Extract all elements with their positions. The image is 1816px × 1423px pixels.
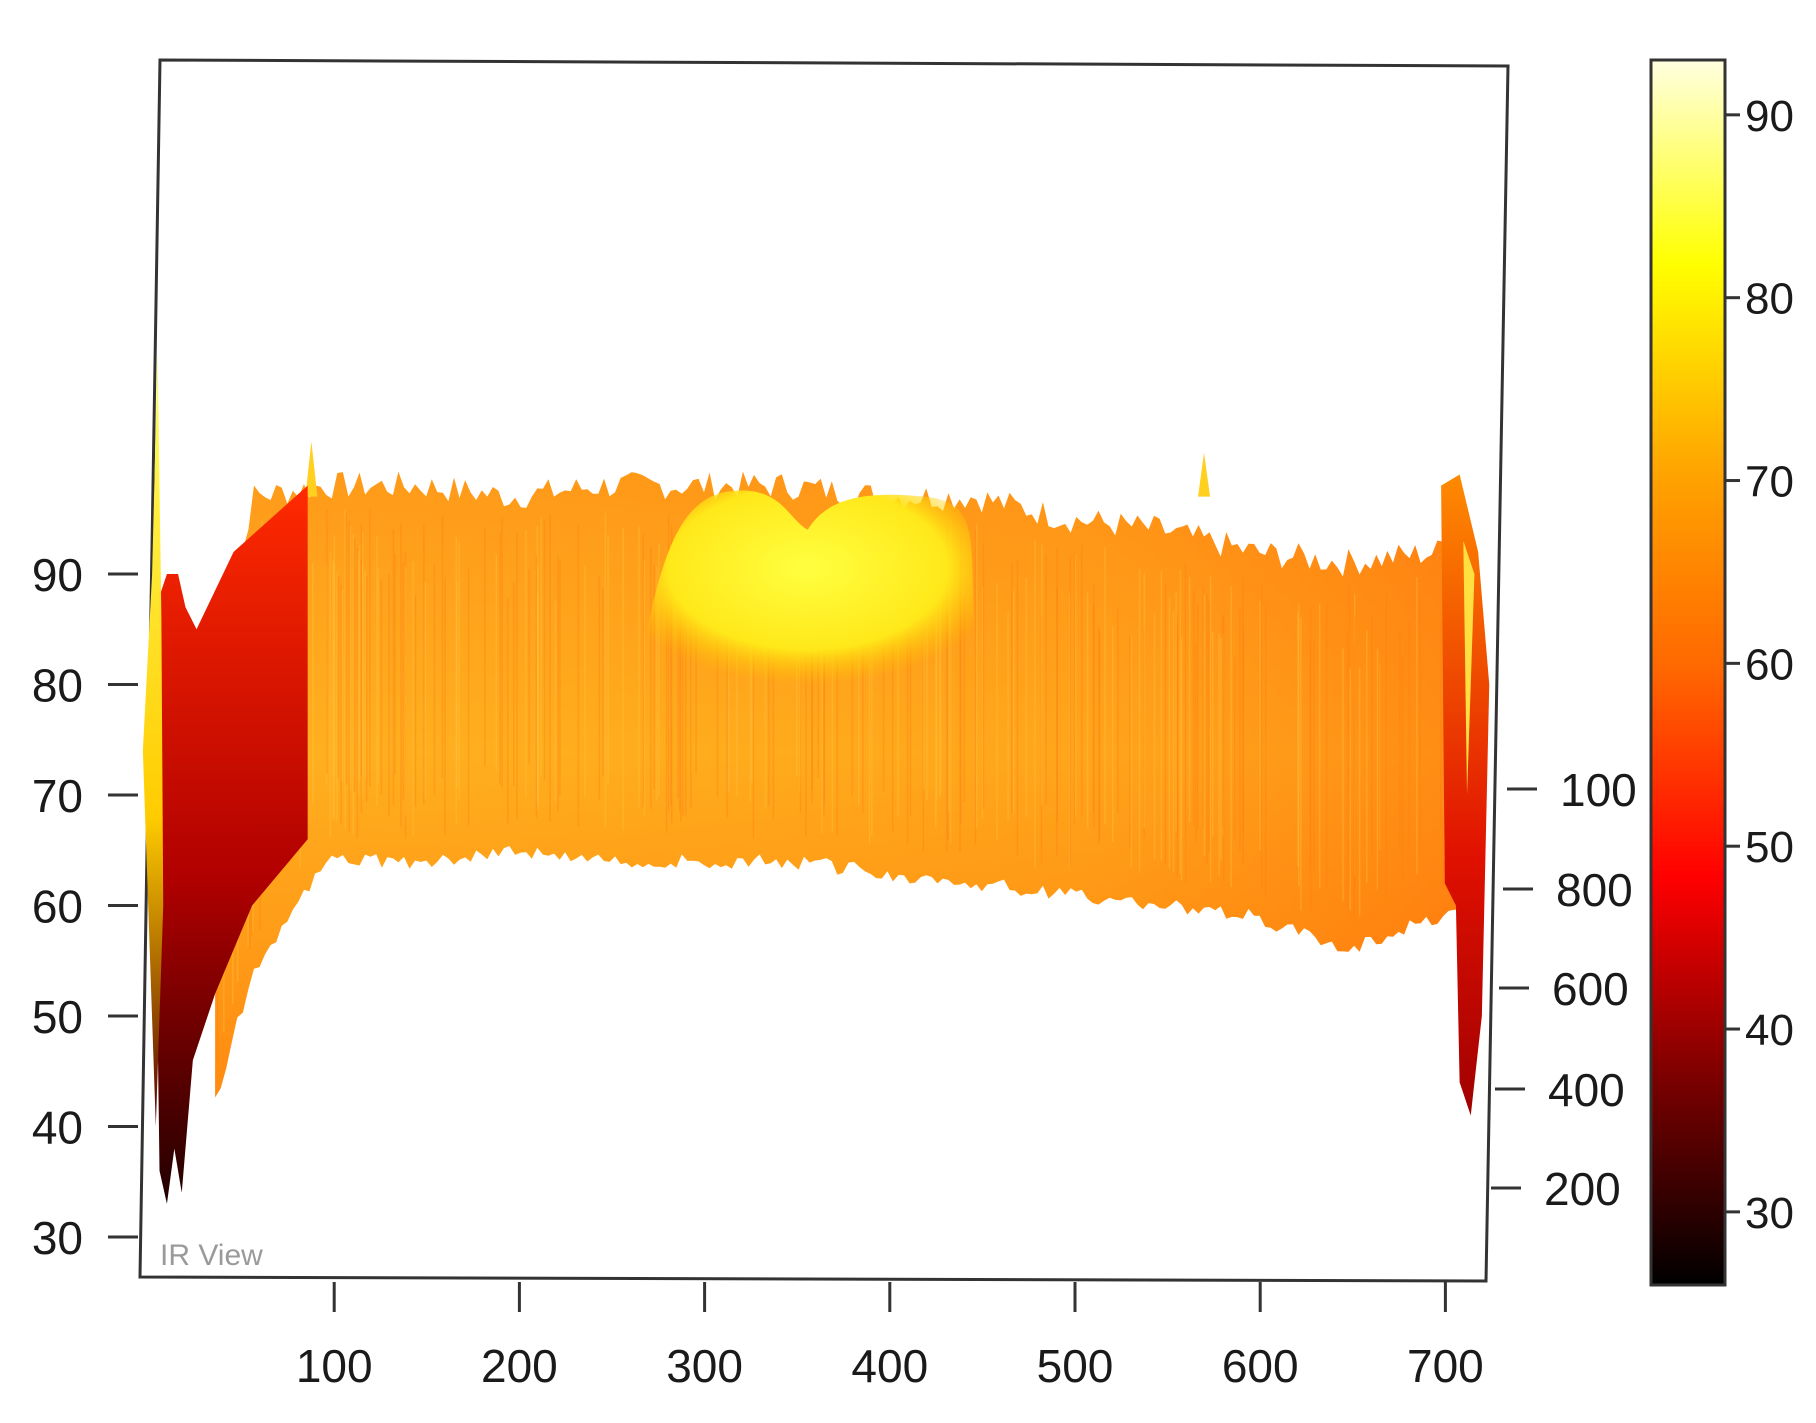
x-tick-label: 600 <box>1222 1340 1299 1392</box>
depth-tick-label: 800 <box>1556 864 1633 916</box>
x-axis-bottom: 100 200 300 400 500 600 700 <box>296 1282 1484 1392</box>
depth-tick-label: 200 <box>1544 1163 1621 1215</box>
x-tick-label: 400 <box>851 1340 928 1392</box>
colorbar-tick-label: 30 <box>1745 1189 1794 1238</box>
colorbar-scale <box>1649 58 1727 1287</box>
z-tick-label: 50 <box>32 991 83 1043</box>
z-tick-label: 30 <box>32 1212 83 1264</box>
colorbar-tick-label: 70 <box>1745 458 1794 507</box>
surface-shade <box>215 471 1460 1098</box>
x-tick-label: 100 <box>296 1340 373 1392</box>
depth-tick-label: 100 <box>1560 764 1637 816</box>
depth-tick-label: 400 <box>1548 1064 1625 1116</box>
colorbar-tick-label: 60 <box>1745 640 1794 689</box>
colorbar-tick-label: 50 <box>1745 823 1794 872</box>
surface-right-highlight <box>1463 540 1475 795</box>
colorbar-ticks: 30 40 50 60 70 80 90 <box>1725 92 1794 1238</box>
surface-left-wall <box>152 485 308 1204</box>
z-axis-left: 30 40 50 60 70 80 90 <box>32 549 138 1264</box>
z-tick-label: 90 <box>32 549 83 601</box>
surface-right-wall <box>1441 474 1490 1116</box>
x-tick-label: 500 <box>1037 1340 1114 1392</box>
colorbar-tick-label: 90 <box>1745 92 1794 141</box>
surface-spike <box>305 441 318 497</box>
surface-spike <box>1198 452 1211 497</box>
z-tick-label: 60 <box>32 881 83 933</box>
z-tick-label: 70 <box>32 770 83 822</box>
colorbar: 30 40 50 60 70 80 90 <box>1649 58 1794 1287</box>
surface-hot-region <box>641 490 975 685</box>
colorbar-tick-label: 40 <box>1745 1006 1794 1055</box>
surface-left-edge <box>142 353 164 1127</box>
plot-box-frame <box>138 58 1510 1283</box>
surface-layer <box>142 353 1490 1204</box>
x-tick-label: 200 <box>481 1340 558 1392</box>
depth-axis-right: 200 400 600 800 100 <box>1491 764 1637 1215</box>
watermark-text: IR View <box>160 1239 263 1272</box>
x-tick-label: 300 <box>666 1340 743 1392</box>
depth-tick-label: 600 <box>1552 963 1629 1015</box>
z-tick-label: 40 <box>32 1102 83 1154</box>
colorbar-tick-label: 80 <box>1745 275 1794 324</box>
x-tick-label: 700 <box>1407 1340 1484 1392</box>
z-tick-label: 80 <box>32 660 83 712</box>
